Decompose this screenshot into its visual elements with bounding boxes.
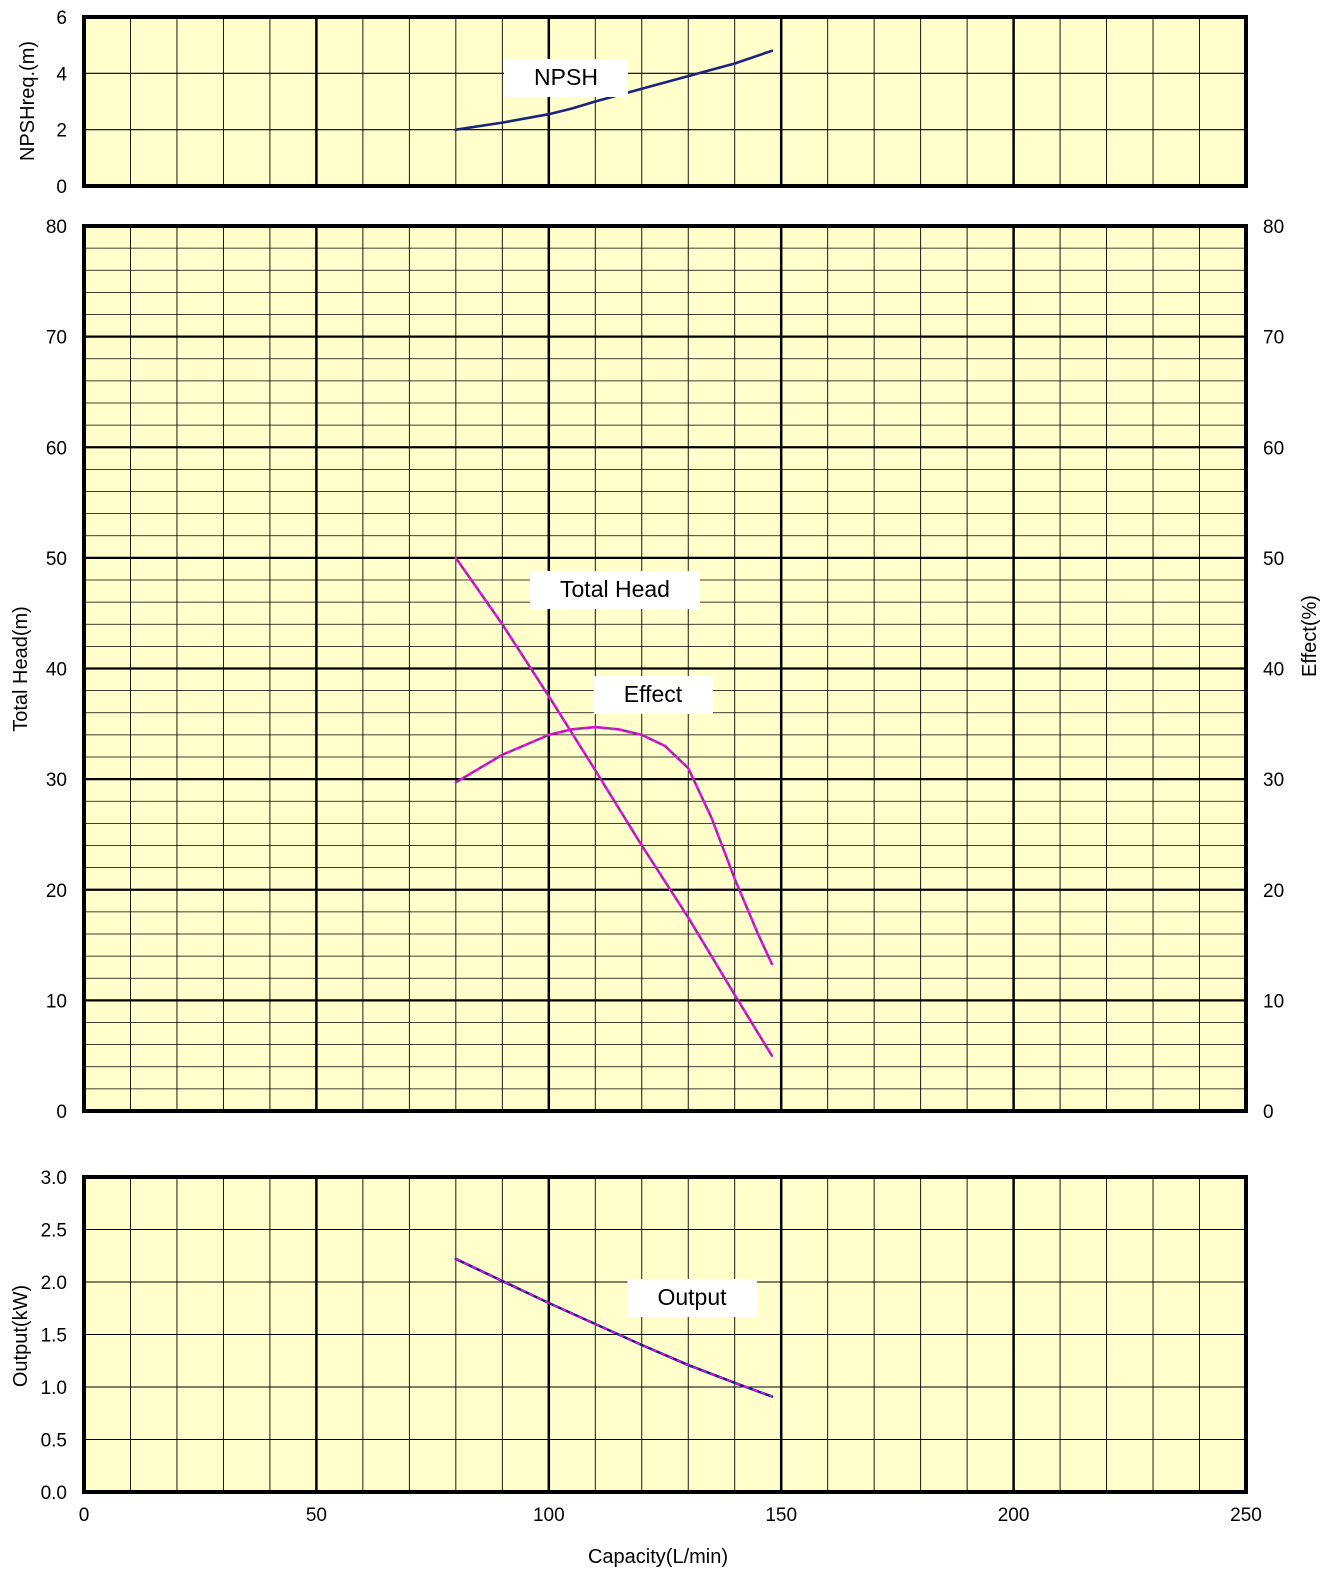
head-y2-tick-label: 80 <box>1263 217 1284 238</box>
x-axis-label: Capacity(L/min) <box>588 1546 728 1568</box>
head-y2-tick-label: 40 <box>1263 660 1284 681</box>
output-y-tick-label: 2.0 <box>41 1273 67 1294</box>
effect-y-axis-label: Effect(%) <box>1299 595 1321 677</box>
series-label-npsh: NPSH <box>534 64 598 90</box>
head-y2-tick-label: 70 <box>1263 328 1284 349</box>
npsh-y-tick-label: 6 <box>56 8 67 29</box>
series-label-total-head-box <box>530 571 700 609</box>
output-y-tick-label: 1.5 <box>41 1326 67 1347</box>
x-tick-label: 50 <box>306 1505 327 1526</box>
x-tick-label: 0 <box>79 1505 90 1526</box>
npsh-y-tick-label: 2 <box>56 121 67 142</box>
npsh-y-tick-label: 0 <box>56 177 67 198</box>
head-plot-frame <box>82 224 1248 1113</box>
series-label-effect: Effect <box>624 681 683 707</box>
x-tick-label: 100 <box>533 1505 565 1526</box>
npsh-y-axis-label: NPSHreq.(m) <box>17 41 39 161</box>
head-y2-tick-label: 30 <box>1263 770 1284 791</box>
head-y2-tick-label: 0 <box>1263 1102 1274 1123</box>
x-tick-label: 250 <box>1230 1505 1262 1526</box>
output-series-output-line <box>454 1257 774 1398</box>
head-y-tick-label: 80 <box>46 217 67 238</box>
series-label-output-box <box>627 1279 758 1317</box>
output-y-tick-label: 0.5 <box>41 1431 67 1452</box>
head-y-tick-label: 60 <box>46 438 67 459</box>
output-y-tick-label: 2.5 <box>41 1221 67 1242</box>
x-tick-label: 150 <box>765 1505 797 1526</box>
head-y-tick-label: 10 <box>46 991 67 1012</box>
head-y-tick-label: 50 <box>46 549 67 570</box>
head-y-tick-label: 70 <box>46 328 67 349</box>
output-y-axis-label: Output(kW) <box>10 1285 32 1387</box>
npsh-plot-frame <box>82 15 1248 188</box>
series-label-total-head: Total Head <box>560 576 670 602</box>
output-y-tick-label: 0.0 <box>41 1483 67 1504</box>
series-label-npsh-box <box>504 59 628 97</box>
head-y2-tick-label: 60 <box>1263 438 1284 459</box>
output-y-tick-label: 3.0 <box>41 1168 67 1189</box>
head-y2-tick-label: 10 <box>1263 991 1284 1012</box>
head-series-effect-dash <box>455 726 773 965</box>
head-y-axis-label: Total Head(m) <box>10 606 32 732</box>
series-label-effect-box <box>593 676 713 714</box>
npsh-y-tick-label: 4 <box>56 64 67 85</box>
npsh-series-npsh-line <box>454 49 774 131</box>
head-y-tick-label: 0 <box>56 1102 67 1123</box>
head-y-tick-label: 20 <box>46 881 67 902</box>
head-y2-tick-label: 50 <box>1263 549 1284 570</box>
head-series-total-head-dash <box>455 557 773 1057</box>
head-y-tick-label: 40 <box>46 660 67 681</box>
x-tick-label: 200 <box>998 1505 1030 1526</box>
npsh-plot-background <box>84 17 1246 186</box>
output-plot-frame <box>82 1175 1248 1494</box>
series-label-output: Output <box>657 1284 727 1310</box>
head-y-tick-label: 30 <box>46 770 67 791</box>
head-y2-tick-label: 20 <box>1263 881 1284 902</box>
output-y-tick-label: 1.0 <box>41 1378 67 1399</box>
